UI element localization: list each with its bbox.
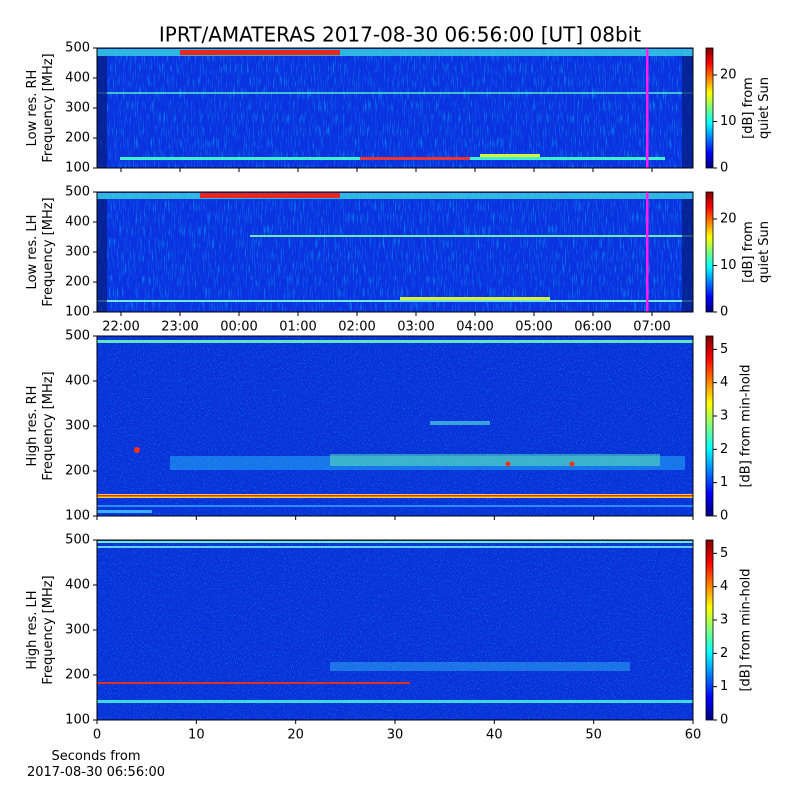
y-tick-label: 400 [65,578,90,593]
colorbar-tick-label: 10 [720,258,737,273]
x-tick-label: 00:00 [220,320,257,335]
colorbar-tick-label: 20 [720,211,737,226]
colorbar [705,47,714,169]
x-tick-label: 07:00 [633,320,670,335]
colorbar-label: [dB] fromquiet Sun [741,77,772,139]
chart-title: IPRT/AMATERAS 2017-08-30 06:56:00 [UT] 0… [159,23,641,47]
colorbar [705,191,714,313]
x-tick-label: 02:00 [338,320,375,335]
y-axis-label: High res. LHFrequency [MHz] [25,575,56,684]
colorbar-tick-label: 1 [720,679,728,694]
x-tick-label: 06:00 [574,320,611,335]
colorbar-tick-label: 2 [720,646,728,661]
x-tick-label: 22:00 [102,320,139,335]
colorbar-tick-label: 5 [720,342,728,357]
plot-frame [96,335,694,517]
x-tick-label: 50 [585,728,602,743]
colorbar-tick-label: 4 [720,579,728,594]
y-tick-label: 100 [65,305,90,320]
x-tick-label: 10 [188,728,205,743]
y-tick-label: 400 [65,215,90,230]
colorbar-tick-label: 2 [720,442,728,457]
y-tick-label: 200 [65,668,90,683]
y-tick-label: 400 [65,71,90,86]
colorbar-tick-label: 0 [720,509,728,524]
colorbar-tick-label: 0 [720,713,728,728]
colorbar [705,539,714,721]
x-tick-label: 23:00 [161,320,198,335]
x-tick-label: 30 [387,728,404,743]
x-tick-label: 20 [287,728,304,743]
x-tick-label: 60 [685,728,702,743]
colorbar-label: [dB] fromquiet Sun [741,221,772,283]
colorbar-tick-label: 3 [720,409,728,424]
colorbar-tick-label: 3 [720,613,728,628]
y-tick-label: 500 [65,329,90,344]
colorbar-tick-label: 0 [720,305,728,320]
plot-frame [96,47,694,169]
colorbar-tick-label: 0 [720,161,728,176]
colorbar-tick-label: 5 [720,546,728,561]
x-tick-label: 03:00 [397,320,434,335]
x-tick-label: 01:00 [279,320,316,335]
y-tick-label: 100 [65,509,90,524]
y-tick-label: 500 [65,185,90,200]
colorbar-tick-label: 10 [720,114,737,129]
x-tick-label: 40 [486,728,503,743]
x-tick-label: 04:00 [456,320,493,335]
colorbar-label: [dB] from min-hold [739,568,754,691]
spectrogram-texture [97,48,693,720]
y-tick-label: 200 [65,275,90,290]
x-tick-label: 0 [93,728,101,743]
y-tick-label: 500 [65,533,90,548]
y-tick-label: 300 [65,101,90,116]
plot-frame [96,539,694,721]
y-tick-label: 100 [65,713,90,728]
x-tick-label: 05:00 [515,320,552,335]
y-tick-label: 300 [65,623,90,638]
y-tick-label: 300 [65,419,90,434]
y-tick-label: 200 [65,131,90,146]
x-axis-label: Seconds from 2017-08-30 06:56:00 [27,749,165,780]
y-tick-label: 100 [65,161,90,176]
y-axis-label: Low res. LHFrequency [MHz] [25,197,56,306]
colorbar-tick-label: 1 [720,475,728,490]
y-axis-label: Low res. RHFrequency [MHz] [25,53,56,162]
y-tick-label: 400 [65,374,90,389]
y-axis-label: High res. RHFrequency [MHz] [25,371,56,480]
colorbar [705,335,714,517]
colorbar-tick-label: 4 [720,375,728,390]
y-tick-label: 200 [65,464,90,479]
plot-frame [96,191,694,313]
y-tick-label: 500 [65,41,90,56]
y-tick-label: 300 [65,245,90,260]
colorbar-tick-label: 20 [720,67,737,82]
colorbar-label: [dB] from min-hold [739,364,754,487]
